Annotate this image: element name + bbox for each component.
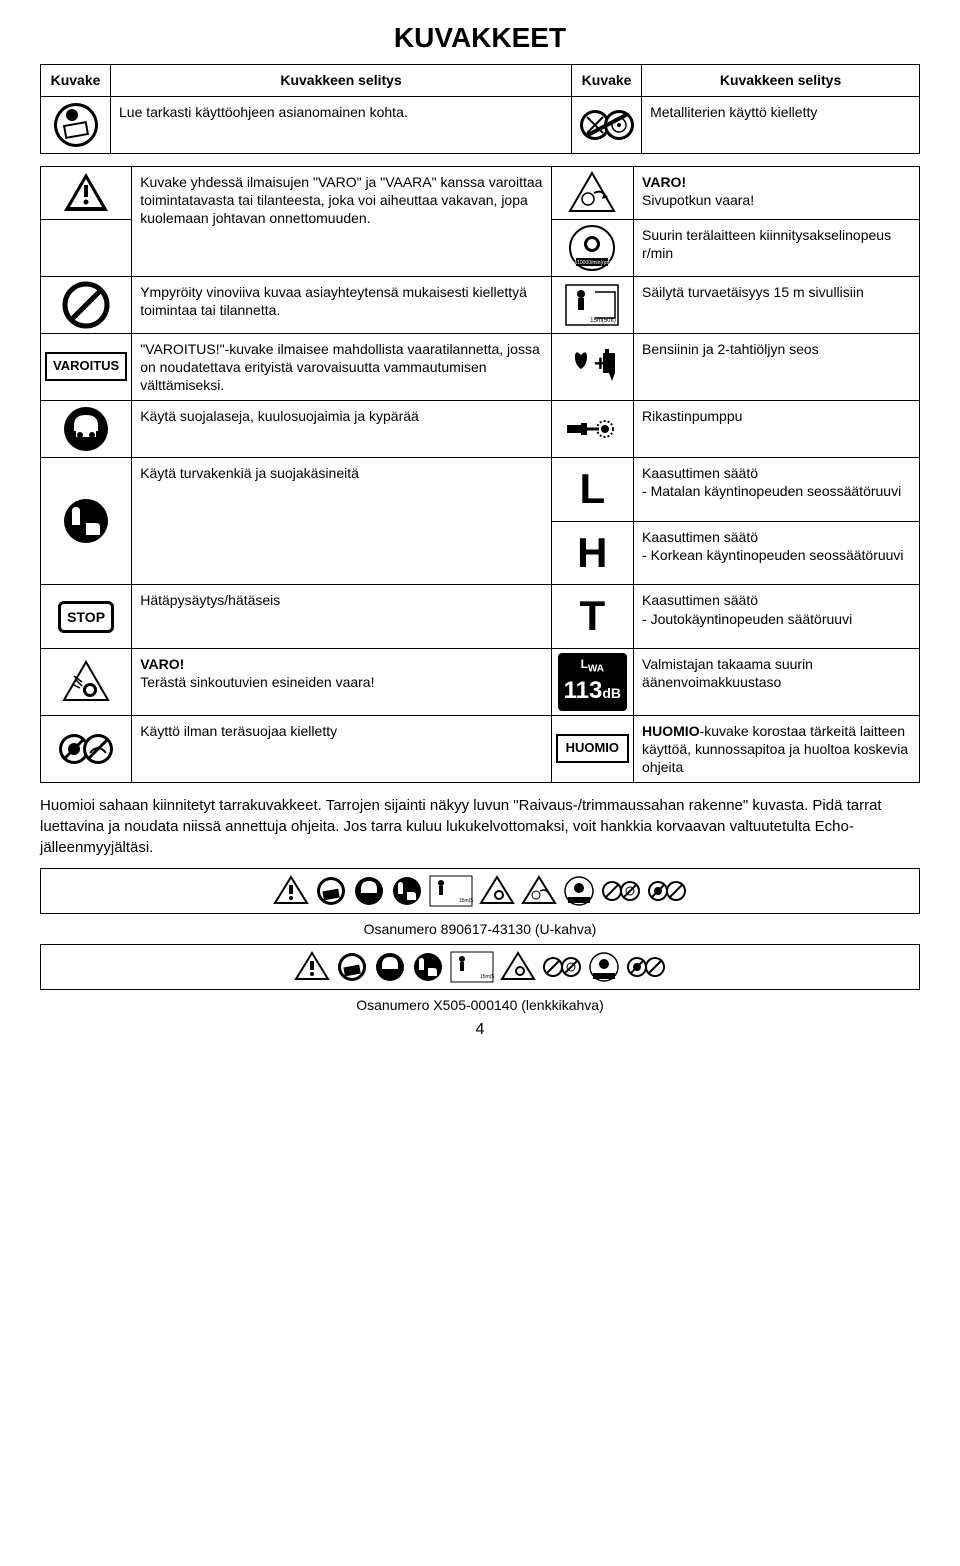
no-metal-blade-text: Metalliterien käyttö kielletty: [642, 96, 920, 153]
lwa-text: Valmistajan takaama suurin äänenvoimakku…: [634, 648, 920, 715]
thrown-objects-text: VARO!Terästä sinkoutuvien esineiden vaar…: [132, 648, 551, 715]
part-number-2: Osanumero X505-000140 (lenkkikahva): [40, 996, 920, 1014]
primer-icon: [551, 401, 633, 458]
no-metal-blade-icon: [572, 96, 642, 153]
ppe-head-icon: [41, 401, 132, 458]
prohibition-text: Ympyröity vinoviiva kuvaa asiayhteytensä…: [132, 276, 551, 333]
kickback-text: VARO!Sivupotkun vaara!: [634, 166, 920, 219]
fuel-mix-text: Bensiinin ja 2-tahtiöljyn seos: [634, 333, 920, 401]
primer-text: Rikastinpumppu: [634, 401, 920, 458]
varoitus-text: "VAROITUS!"-kuvake ilmaisee mahdollista …: [132, 333, 551, 401]
huomio-badge: HUOMIO: [551, 715, 633, 783]
th-icon-2: Kuvake: [572, 65, 642, 96]
main-table: Kuvake yhdessä ilmaisujen "VARO" ja "VAA…: [40, 166, 920, 783]
fuel-mix-icon: +: [551, 333, 633, 401]
no-guard-icon: [41, 715, 132, 783]
warning-combo-text: Kuvake yhdessä ilmaisujen "VARO" ja "VAA…: [132, 166, 551, 276]
label-strip-2: 15m(50ft): [40, 944, 920, 990]
page-number: 4: [40, 1020, 920, 1041]
th-desc-2: Kuvakkeen selitys: [642, 65, 920, 96]
read-manual-text: Lue tarkasti käyttöohjeen asianomainen k…: [111, 96, 572, 153]
carb-L-text: Kaasuttimen säätö - Matalan käyntinopeud…: [634, 458, 920, 522]
max-rpm-icon: n≤10000/min(rpm): [551, 219, 633, 276]
warning-triangle-icon: [41, 166, 132, 219]
stop-text: Hätäpysäytys/hätäseis: [132, 585, 551, 649]
th-desc-1: Kuvakkeen selitys: [111, 65, 572, 96]
letter-T-icon: T: [551, 585, 633, 649]
ppe-hands-feet-icon: [41, 458, 132, 585]
ppe-hands-feet-text: Käytä turvakenkiä ja suojakäsineitä: [132, 458, 551, 585]
carb-T-text: Kaasuttimen säätö - Joutokäyntinopeuden …: [634, 585, 920, 649]
label-strip-1: 15m(50ft): [40, 868, 920, 914]
read-manual-icon: [41, 96, 111, 153]
stop-icon: STOP: [41, 585, 132, 649]
svg-text:n≤10000/min(rpm): n≤10000/min(rpm): [572, 260, 613, 266]
warning-triangle-icon-2: [41, 219, 132, 276]
huomio-text: HUOMIO-kuvake korostaa tärkeitä laitteen…: [634, 715, 920, 783]
footer-paragraph: Huomioi sahaan kiinnitetyt tarrakuvakkee…: [40, 795, 920, 858]
varoitus-badge: VAROITUS: [41, 333, 132, 401]
prohibition-icon: [41, 276, 132, 333]
no-guard-text: Käyttö ilman teräsuojaa kielletty: [132, 715, 551, 783]
svg-text:15m(50ft): 15m(50ft): [459, 898, 473, 904]
max-rpm-text: Suurin terälaitteen kiinnitysakselinopeu…: [634, 219, 920, 276]
svg-text:15m(50ft): 15m(50ft): [590, 318, 616, 324]
th-icon-1: Kuvake: [41, 65, 111, 96]
page-title: KUVAKKEET: [40, 20, 920, 56]
letter-L-icon: L: [551, 458, 633, 522]
header-table: Kuvake Kuvakkeen selitys Kuvake Kuvakkee…: [40, 64, 920, 153]
safety-distance-text: Säilytä turvaetäisyys 15 m sivullisiin: [634, 276, 920, 333]
part-number-1: Osanumero 890617-43130 (U-kahva): [40, 920, 920, 938]
letter-H-icon: H: [551, 521, 633, 585]
carb-H-text: Kaasuttimen säätö - Korkean käyntinopeud…: [634, 521, 920, 585]
lwa-icon: LWA113dB: [551, 648, 633, 715]
thrown-objects-icon: [41, 648, 132, 715]
safety-distance-icon: 15m(50ft): [551, 276, 633, 333]
svg-text:15m(50ft): 15m(50ft): [480, 974, 494, 980]
kickback-icon: [551, 166, 633, 219]
ppe-head-text: Käytä suojalaseja, kuulosuojaimia ja kyp…: [132, 401, 551, 458]
